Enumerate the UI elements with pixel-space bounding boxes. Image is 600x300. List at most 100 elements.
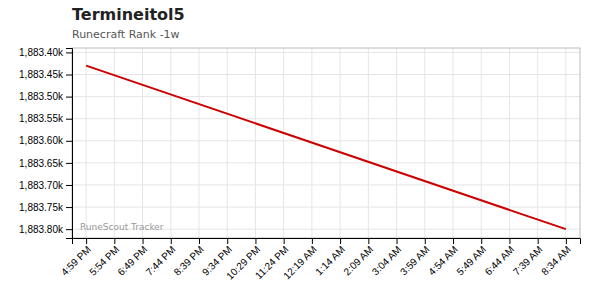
x-tick-mark [114,238,115,244]
x-tick-mark [425,238,426,244]
grid [72,48,580,238]
grid-line [283,48,284,238]
grid-line [199,48,200,238]
x-tick-label: 8:34 AM [539,244,573,278]
plot: 4:59 PM5:54 PM6:49 PM7:44 PM8:39 PM9:34 … [19,47,580,282]
grid-line [72,162,580,163]
y-tick: 1,883.70k [19,180,72,191]
x-tick-mark [397,238,398,244]
annotation: RuneScout Tracker [80,222,164,232]
y-tick-label: 1,883.45k [19,69,64,80]
grid-line [72,74,580,75]
grid-line [340,48,341,238]
grid-line [72,96,580,97]
marks [86,66,566,229]
y-tick: 1,883.40k [19,47,72,58]
y-tick-label: 1,883.55k [19,113,64,124]
grid-line [72,184,580,185]
y-tick: 1,883.65k [19,158,72,169]
y-tick-mark [66,97,72,98]
grid-line [424,48,425,238]
y-tick-label: 1,883.70k [19,180,64,191]
x-tick-label: 7:44 PM [144,244,178,278]
grid-line [72,118,580,119]
x-tick: 4:54 AM [426,238,460,277]
y-tick-label: 1,883.75k [19,202,64,213]
x-tick-mark [340,238,341,244]
grid-line [565,48,566,238]
chart: Termineitol5 Runecraft Rank -1w 4:59 PM5:5… [0,0,600,300]
grid-line [537,48,538,238]
grid-line [255,48,256,238]
x-axis-line [73,239,581,245]
y-axis: 1,883.40k 1,883.45k 1,883.50k 1,883.55k 1,88… [19,47,72,238]
x-tick-mark [199,238,200,244]
grid-line [114,48,115,238]
grid-line [227,48,228,238]
x-tick: 7:39 AM [511,238,545,277]
x-tick-label: 5:54 PM [87,244,121,278]
y-tick-mark [66,207,72,208]
y-axis-line [66,49,73,239]
x-tick-mark [143,238,144,244]
x-tick-label: 7:39 AM [511,244,545,278]
y-tick: 1,883.45k [19,69,72,80]
x-tick: 1:14 AM [313,238,347,277]
x-tick-label: 6:49 PM [115,244,149,278]
subtitle: Runecraft Rank -1w [72,28,180,41]
x-tick-mark [86,238,87,244]
plot-frame [72,48,580,238]
y-tick: 1,883.50k [19,91,72,102]
y-tick-label: 1,883.40k [19,47,64,58]
grid-line [368,48,369,238]
y-tick-mark [66,185,72,186]
grid-line [170,48,171,238]
x-tick: 12:19 AM [281,238,319,281]
y-tick: 1,883.55k [19,113,72,124]
x-axis: 4:59 PM5:54 PM6:49 PM7:44 PM8:39 PM9:34 … [59,238,581,282]
grid-line [72,52,580,53]
x-tick-label: 4:59 PM [59,244,93,278]
y-tick: 1,883.80k [19,224,72,235]
y-tick-label: 1,883.50k [19,91,64,102]
x-tick-mark [566,238,567,244]
x-tick-label: 8:39 PM [172,244,206,278]
x-tick-mark [227,238,228,244]
x-tick-label: 6:44 AM [483,244,517,278]
x-tick: 5:49 AM [454,238,488,277]
x-tick-mark [284,238,285,244]
x-tick: 3:04 AM [370,238,404,277]
x-tick-label: 3:59 AM [398,244,432,278]
y-tick-label: 1,883.60k [19,135,64,146]
x-tick: 2:09 AM [341,238,375,277]
grid-line [453,48,454,238]
x-tick-label: 12:19 AM [281,244,319,282]
x-tick-mark [312,238,313,244]
y-tick-mark [66,229,72,230]
x-tick: 6:44 AM [483,238,517,277]
y-tick-label: 1,883.80k [19,224,64,235]
y-tick: 1,883.75k [19,202,72,213]
y-tick-mark [66,163,72,164]
x-tick: 3:59 AM [398,238,432,277]
y-tick-mark [66,52,72,53]
grid-line [396,48,397,238]
x-tick-mark [368,238,369,244]
x-tick-mark [481,238,482,244]
x-tick-mark [171,238,172,244]
x-tick-mark [255,238,256,244]
grid-line [142,48,143,238]
x-tick-mark [509,238,510,244]
x-tick: 8:34 AM [539,238,573,277]
title: Termineitol5 [72,5,185,24]
grid-line [72,140,580,141]
x-tick-label: 4:54 AM [426,244,460,278]
y-tick-mark [66,75,72,76]
x-tick-label: 5:49 AM [454,244,488,278]
x-tick-mark [538,238,539,244]
x-tick-mark [453,238,454,244]
x-tick-label: 2:09 AM [341,244,375,278]
y-tick-mark [66,141,72,142]
y-tick-label: 1,883.65k [19,158,64,169]
line [86,66,566,229]
